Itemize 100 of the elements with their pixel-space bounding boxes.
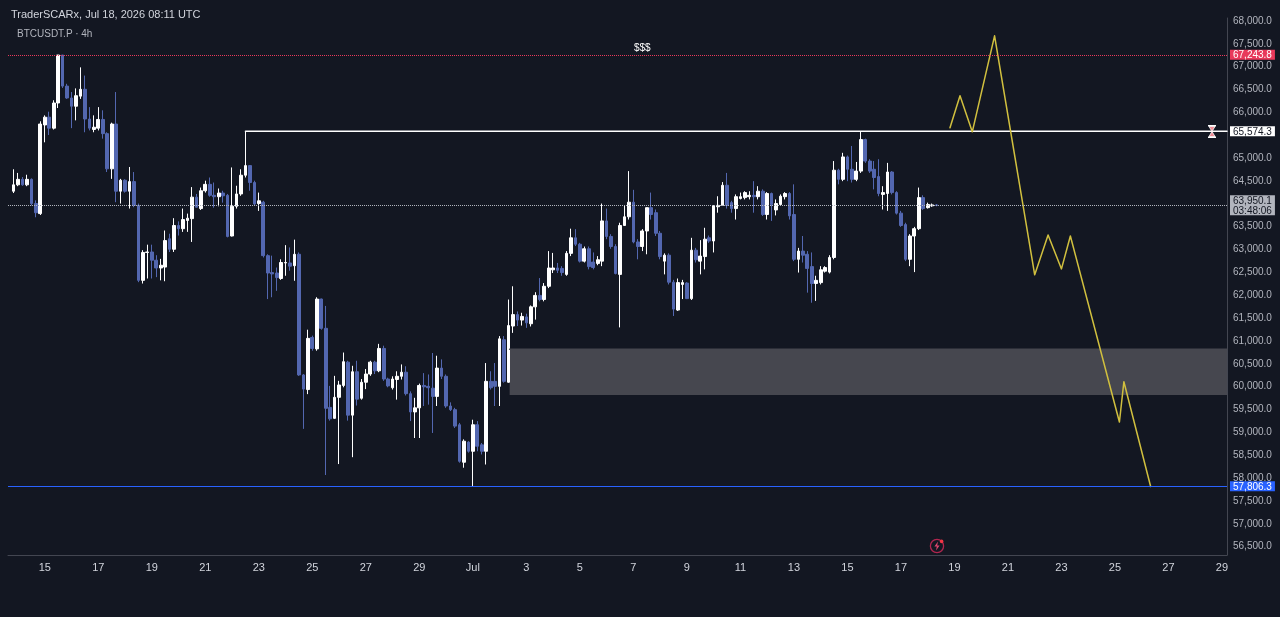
candlestick (417, 383, 421, 439)
candlestick (765, 191, 769, 221)
candlestick (96, 106, 100, 131)
annotation: $$$ (633, 41, 652, 53)
candlestick (841, 152, 845, 182)
y-tick-label: 60,500.0 (1233, 357, 1273, 369)
candlestick (21, 176, 24, 187)
y-tick-label: 67,500.0 (1233, 37, 1273, 49)
y-tick-label: 57,500.0 (1233, 494, 1273, 506)
candlestick (850, 145, 854, 184)
candlestick (306, 329, 310, 395)
candlestick (694, 247, 698, 264)
candlestick (725, 172, 729, 210)
y-tick-label: 63,500.0 (1233, 220, 1273, 232)
y-tick-label: 61,000.0 (1233, 334, 1273, 346)
candlestick (582, 246, 586, 264)
candlestick (774, 198, 778, 216)
candlestick (587, 246, 591, 270)
candlestick (498, 335, 501, 407)
candlestick (212, 182, 216, 209)
chart-title: TraderSCARx, Jul 18, 2026 08:11 UTC (11, 7, 201, 20)
candlestick (792, 183, 796, 262)
x-tick-label: 3 (523, 560, 530, 573)
candlestick (538, 277, 542, 302)
ref-line-label: 63,950.1 03:48:06 (1233, 194, 1273, 216)
x-tick-label: 21 (1001, 560, 1015, 573)
data-label: 65,574.3 (1233, 125, 1273, 137)
candlestick (123, 178, 127, 194)
candlestick (663, 252, 666, 275)
candlestick (426, 373, 430, 406)
ref-line-label: 67,243.8 (1233, 49, 1273, 61)
candlestick (747, 190, 751, 200)
y-tick-label: 57,000.0 (1233, 517, 1273, 529)
candlestick (110, 122, 114, 180)
x-tick-label: 23 (1055, 560, 1068, 573)
y-tick-label: 66,500.0 (1233, 83, 1273, 95)
y-tick-label: 64,500.0 (1233, 174, 1273, 186)
candlestick (47, 111, 51, 136)
candlestick (520, 312, 524, 327)
candlestick (797, 247, 800, 274)
candlestick (377, 343, 381, 373)
x-tick-label: 27 (1162, 560, 1175, 573)
candlestick (172, 217, 176, 253)
candlestick (462, 438, 466, 469)
x-tick-label: 27 (359, 560, 372, 573)
x-tick-label: 23 (252, 560, 265, 573)
candlestick (467, 440, 470, 454)
candlestick (926, 202, 930, 210)
x-tick-label: 19 (145, 560, 158, 573)
candlestick (128, 166, 131, 210)
x-tick-label: 17 (92, 560, 105, 573)
x-tick-label: 7 (630, 560, 637, 573)
y-tick-label: 63,000.0 (1233, 243, 1273, 255)
y-tick-label: 68,000.0 (1233, 14, 1273, 26)
candlestick (288, 246, 292, 272)
candlestick (195, 193, 198, 209)
x-tick-label: 21 (199, 560, 212, 573)
text: BTCUSDT.P · 4h (17, 27, 93, 39)
y-tick-label: 59,500.0 (1233, 403, 1273, 415)
candlestick (119, 178, 122, 205)
candlestick (770, 192, 773, 222)
candlestick (163, 230, 167, 282)
candlestick (493, 362, 497, 407)
y-tick-label: 60,000.0 (1233, 380, 1273, 392)
candlestick (217, 187, 221, 207)
x-tick-label: 15 (841, 560, 854, 573)
candlestick (114, 91, 118, 203)
candlestick (734, 193, 738, 221)
candlestick (181, 208, 185, 233)
candlestick (422, 372, 426, 407)
candlestick (310, 335, 314, 352)
x-tick-label: 19 (948, 560, 961, 573)
candlestick (516, 310, 519, 327)
candlestick (837, 168, 840, 185)
candlestick (690, 237, 693, 301)
candlestick (315, 296, 319, 352)
candlestick (707, 235, 711, 244)
candlestick (591, 251, 595, 270)
line-series (949, 35, 1152, 488)
candlestick (685, 281, 689, 300)
y-tick-label: 62,500.0 (1233, 266, 1273, 278)
x-tick-label: 25 (1108, 560, 1122, 573)
y-tick-label: 66,000.0 (1233, 106, 1273, 118)
y-tick-label: 62,000.0 (1233, 289, 1273, 300)
x-tick-label: Jul (465, 560, 480, 573)
candlestick (230, 166, 234, 237)
x-tick-label: 29 (413, 560, 426, 573)
y-tick-label: 65,000.0 (1233, 151, 1273, 163)
candlestick (921, 194, 925, 211)
candlestick (346, 360, 350, 422)
y-tick-label: 58,000.0 (1233, 471, 1273, 483)
x-tick-label: 29 (1215, 560, 1229, 573)
candlestick (676, 278, 680, 312)
candlestick (743, 190, 747, 200)
candlestick (525, 313, 528, 329)
x-tick-label: 9 (683, 560, 690, 573)
candlestick (351, 365, 354, 458)
candlestick (471, 419, 475, 487)
candlestick (177, 220, 180, 237)
x-tick-label: 5 (576, 560, 583, 573)
